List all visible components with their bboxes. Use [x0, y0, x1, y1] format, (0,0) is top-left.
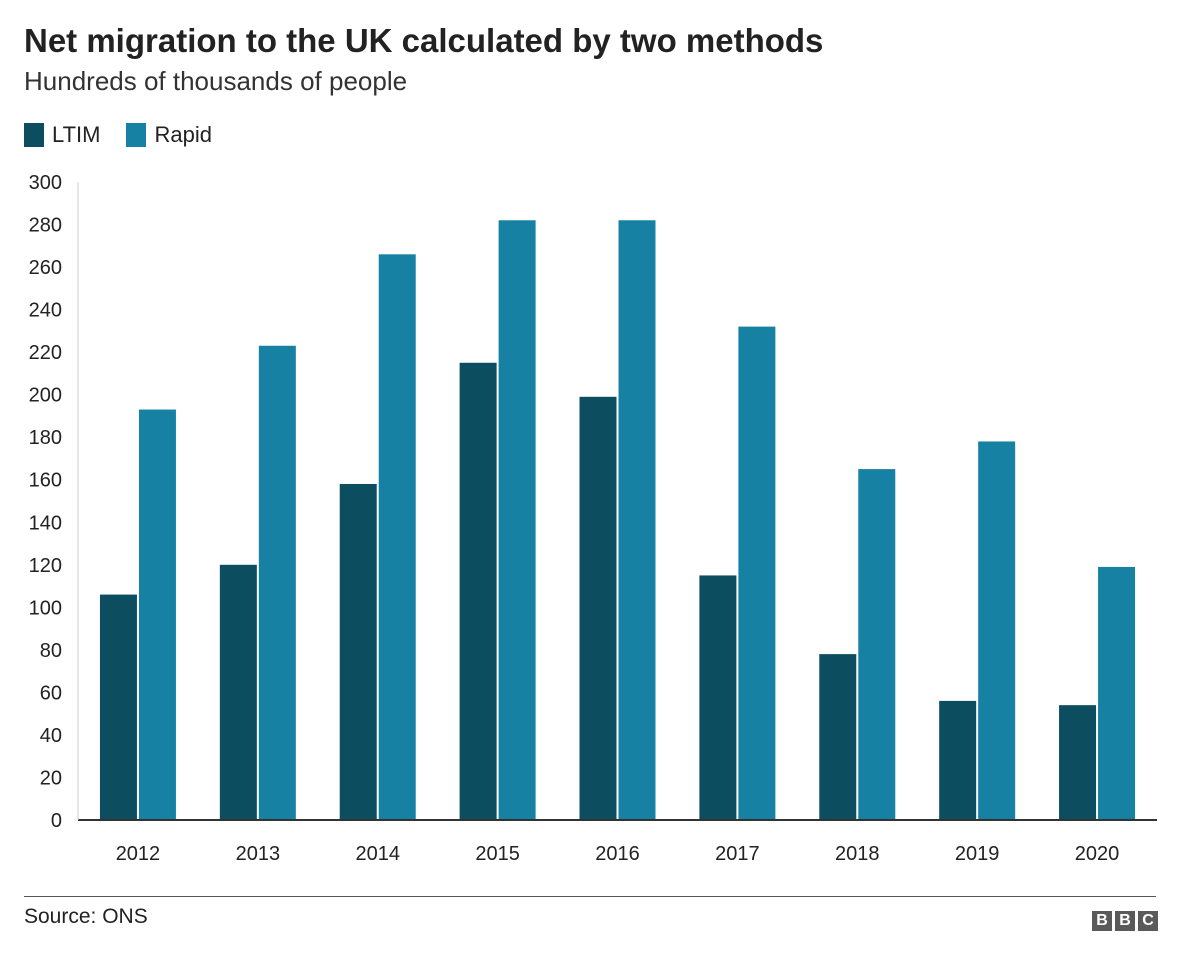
bar-ltim-2013: [219, 564, 257, 820]
legend-label-rapid: Rapid: [154, 122, 212, 147]
chart-title: Net migration to the UK calculated by tw…: [24, 22, 824, 59]
x-tick-label: 2017: [715, 843, 760, 865]
bar-ltim-2012: [99, 594, 137, 820]
x-tick-label: 2014: [355, 843, 400, 865]
bar-rapid-2017: [738, 326, 776, 820]
x-axis-labels: 2012 2013 2014 2015 2016 2017 2018 2019 2020: [116, 843, 1120, 865]
y-tick-label: 80: [40, 640, 62, 662]
y-axis-ticks: 0 20 40 60 80 100 120 140 160 180 200 220 240 260 280 3…: [29, 172, 62, 832]
bar-rapid-2019: [978, 441, 1016, 820]
legend-swatch-ltim: [24, 123, 44, 147]
bar-ltim-2020: [1059, 705, 1097, 820]
y-tick-label: 160: [29, 470, 62, 492]
source-note: Source: ONS: [24, 905, 148, 928]
legend-label-ltim: LTIM: [52, 122, 101, 147]
bar-ltim-2018: [819, 654, 857, 820]
legend-item-ltim: LTIM: [24, 122, 100, 148]
chart-subtitle: Hundreds of thousands of people: [24, 66, 408, 96]
y-tick-label: 20: [40, 767, 62, 789]
bar-rapid-2014: [378, 254, 416, 821]
bar-rapid-2012: [138, 409, 176, 820]
y-tick-label: 240: [29, 300, 62, 322]
y-tick-label: 60: [40, 682, 62, 704]
legend: LTIM Rapid: [24, 120, 238, 150]
y-tick-label: 300: [29, 172, 62, 194]
x-tick-label: 2015: [475, 843, 520, 865]
bbc-logo: B B C: [1092, 911, 1158, 931]
bbc-logo-block: B: [1115, 911, 1135, 931]
bar-rapid-2015: [498, 220, 536, 820]
legend-item-rapid: Rapid: [126, 122, 212, 148]
y-tick-label: 180: [29, 427, 62, 449]
bar-ltim-2017: [699, 575, 737, 820]
y-tick-label: 200: [29, 385, 62, 407]
x-tick-label: 2019: [955, 843, 1000, 865]
bar-rapid-2016: [618, 220, 656, 820]
bar-ltim-2014: [339, 483, 377, 820]
bar-rapid-2020: [1098, 566, 1136, 820]
y-tick-label: 220: [29, 342, 62, 364]
y-tick-label: 260: [29, 257, 62, 279]
bars: [99, 220, 1136, 821]
bar-rapid-2013: [258, 345, 296, 820]
x-tick-label: 2016: [595, 843, 640, 865]
bar-rapid-2018: [858, 469, 896, 820]
x-tick-label: 2018: [835, 843, 880, 865]
y-tick-label: 280: [29, 215, 62, 237]
x-tick-label: 2020: [1075, 843, 1120, 865]
y-tick-label: 100: [29, 597, 62, 619]
legend-swatch-rapid: [126, 123, 147, 147]
y-tick-label: 40: [40, 725, 62, 747]
bar-ltim-2015: [459, 362, 497, 820]
bbc-logo-block: B: [1092, 911, 1112, 931]
y-tick-label: 0: [51, 810, 62, 832]
x-tick-label: 2012: [116, 843, 161, 865]
footer-divider: [24, 896, 1156, 897]
y-tick-label: 120: [29, 555, 62, 577]
y-tick-label: 140: [29, 512, 62, 534]
bbc-logo-block: C: [1138, 911, 1158, 931]
bar-ltim-2016: [579, 396, 617, 820]
bar-ltim-2019: [939, 700, 977, 820]
x-tick-label: 2013: [236, 843, 281, 865]
